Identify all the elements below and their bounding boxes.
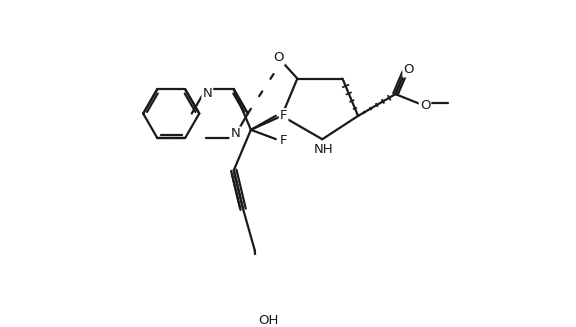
Text: N: N [202,87,212,100]
Text: O: O [274,51,284,64]
Text: F: F [280,134,287,147]
Text: N: N [230,128,240,141]
Text: O: O [403,63,414,77]
Text: NH: NH [314,143,334,156]
Text: OH: OH [259,314,279,327]
Text: O: O [420,99,430,112]
Text: F: F [280,109,287,122]
